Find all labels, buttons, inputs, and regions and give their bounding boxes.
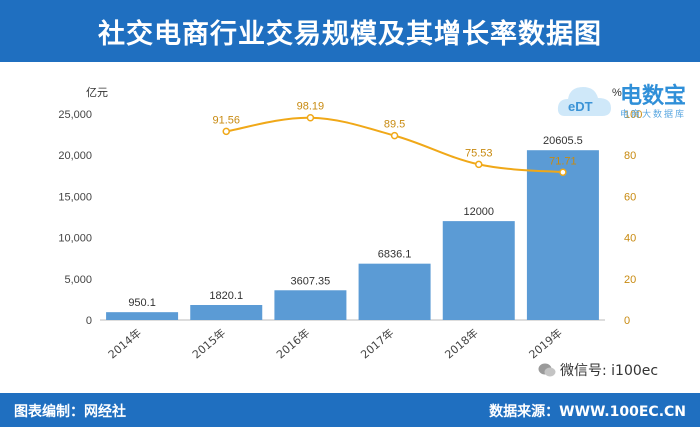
y-left-tick: 10,000 xyxy=(58,233,92,245)
logo-subtext: 电商大数据库 xyxy=(620,110,687,120)
wechat-icon xyxy=(538,363,556,377)
footer-source: 数据来源：WWW.100EC.CN xyxy=(489,404,686,420)
bar xyxy=(358,263,431,320)
line-value-label: 75.53 xyxy=(465,147,493,159)
y-left-tick: 20,000 xyxy=(58,150,92,162)
bar-value-label: 950.1 xyxy=(128,297,156,309)
y-right-tick: 60 xyxy=(624,191,636,203)
logo-text: 电数宝 xyxy=(620,84,687,109)
line-value-label: 71.71 xyxy=(549,155,577,167)
footer-banner: 图表编制：网经社 数据来源：WWW.100EC.CN xyxy=(0,393,700,427)
y-left-tick: 5,000 xyxy=(64,274,92,286)
bar-value-label: 20605.5 xyxy=(543,135,583,147)
y-right-tick: 100 xyxy=(624,109,642,121)
x-tick-label: 2018年 xyxy=(442,326,481,362)
y-right-unit: % xyxy=(612,87,622,99)
y-right-tick: 40 xyxy=(624,233,636,245)
bar xyxy=(190,305,263,320)
chart-title: 社交电商行业交易规模及其增长率数据图 xyxy=(98,18,602,50)
bar-value-label: 12000 xyxy=(463,206,494,218)
line-point xyxy=(559,168,567,177)
bar xyxy=(442,221,515,320)
line-point xyxy=(306,113,315,122)
title-banner: 社交电商行业交易规模及其增长率数据图 xyxy=(0,0,700,62)
bar-value-label: 3607.35 xyxy=(291,275,331,287)
y-left-tick: 15,000 xyxy=(58,191,92,203)
bar xyxy=(106,312,179,320)
bar xyxy=(526,150,599,320)
wechat-watermark: 微信号: i100ec xyxy=(538,360,658,380)
line-point xyxy=(222,127,230,136)
x-tick-label: 2014年 xyxy=(105,326,144,362)
line-point xyxy=(475,160,483,169)
line-value-label: 91.56 xyxy=(212,114,240,126)
wechat-id: 微信号: i100ec xyxy=(560,363,659,379)
y-left-unit: 亿元 xyxy=(86,86,108,99)
x-tick-label: 2016年 xyxy=(273,326,312,362)
y-left-tick: 0 xyxy=(86,315,92,327)
y-left-tick: 25,000 xyxy=(58,109,92,121)
line-value-label: 89.5 xyxy=(384,119,405,131)
footer-credit: 图表编制：网经社 xyxy=(14,404,126,420)
y-right-tick: 0 xyxy=(624,315,630,327)
bar-value-label: 1820.1 xyxy=(209,290,243,302)
logo-badge: eDT xyxy=(568,99,593,114)
line-point xyxy=(390,131,399,140)
x-tick-label: 2019年 xyxy=(526,326,565,362)
x-tick-label: 2017年 xyxy=(358,326,397,362)
bar-value-label: 6836.1 xyxy=(378,249,412,261)
y-right-tick: 80 xyxy=(624,150,636,162)
y-right-tick: 20 xyxy=(624,274,636,286)
combo-chart: 亿元 % 0 5,000 10,000 15,000 20,000 25,000 0 20 40 60… xyxy=(58,86,642,362)
x-tick-label: 2015年 xyxy=(189,326,228,362)
chart-area: 亿元% 0 5,000 10,000 15,000 20,000 25,000 0 20 40 60… xyxy=(0,62,700,387)
bar xyxy=(274,290,347,320)
cloud-logo-icon: eDT xyxy=(557,87,611,116)
line-value-label: 98.19 xyxy=(297,101,325,113)
